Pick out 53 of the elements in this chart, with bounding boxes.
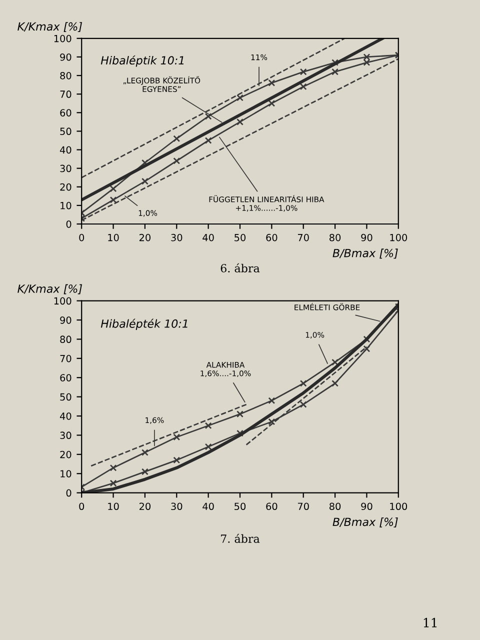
- x-tick-label: 60: [266, 234, 278, 242]
- y-tick-label: 100: [54, 297, 72, 305]
- x-tick-label: 90: [361, 234, 372, 242]
- x-tick-label: 0: [79, 502, 84, 510]
- y-tick-label: 30: [60, 164, 72, 172]
- y-tick-label: 0: [66, 220, 72, 228]
- x-tick-label: 0: [79, 234, 84, 242]
- x-tick-label: 70: [298, 234, 309, 242]
- x-axis-title: B/Bmax [%]: [332, 517, 398, 528]
- y-tick-label: 20: [60, 183, 72, 191]
- y-tick-label: 100: [54, 34, 72, 42]
- x-tick-label: 50: [234, 234, 246, 242]
- x-tick-label: 20: [139, 234, 150, 242]
- y-tick-label: 20: [60, 450, 72, 458]
- x-tick-label: 90: [361, 502, 372, 510]
- y-tick-label: 80: [60, 336, 72, 344]
- y-tick-label: 60: [60, 374, 72, 382]
- y-tick-label: 10: [60, 470, 72, 478]
- x-tick-label: 100: [390, 502, 408, 510]
- y-axis-title: K/Kmax [%]: [18, 284, 82, 294]
- y-tick-label: 0: [66, 489, 72, 497]
- y-axis-title: K/Kmax [%]: [18, 22, 82, 32]
- x-tick-label: 20: [139, 502, 150, 510]
- y-tick-label: 90: [60, 316, 72, 324]
- x-tick-label: 10: [108, 502, 119, 510]
- y-tick-label: 10: [60, 202, 72, 210]
- text: 11: [424, 618, 437, 628]
- y-tick-label: 50: [60, 128, 72, 136]
- text: 6. ábra: [220, 263, 260, 272]
- x-tick-label: 70: [298, 502, 309, 510]
- y-tick-label: 30: [60, 432, 72, 440]
- y-tick-label: 70: [60, 90, 72, 98]
- x-tick-label: 50: [234, 502, 246, 510]
- x-tick-label: 40: [202, 234, 214, 242]
- text: 7. ábra: [221, 534, 260, 543]
- y-tick-label: 60: [60, 109, 72, 116]
- x-tick-label: 80: [330, 234, 341, 242]
- annotation: Hibaléptik 10:1: [100, 55, 184, 67]
- y-tick-label: 40: [60, 146, 72, 154]
- y-tick-label: 70: [60, 354, 72, 362]
- x-tick-label: 60: [266, 502, 278, 510]
- y-tick-label: 80: [60, 72, 72, 80]
- x-tick-label: 40: [202, 502, 214, 510]
- annotation: Hibalépték 10:1: [100, 318, 188, 330]
- x-tick-label: 30: [171, 502, 182, 510]
- x-axis-title: B/Bmax [%]: [332, 248, 398, 259]
- x-tick-label: 100: [390, 234, 408, 242]
- y-tick-label: 40: [60, 412, 72, 420]
- x-tick-label: 10: [108, 234, 119, 242]
- y-tick-label: 50: [60, 393, 72, 401]
- x-tick-label: 80: [330, 502, 341, 510]
- y-tick-label: 90: [60, 53, 72, 61]
- x-tick-label: 30: [171, 234, 182, 242]
